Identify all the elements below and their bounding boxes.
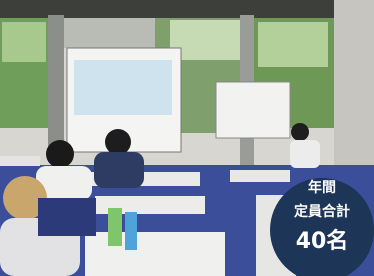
- desk-left: [0, 156, 40, 166]
- student-head: [105, 129, 131, 155]
- desk-front: [85, 232, 225, 276]
- window-right-light: [258, 22, 328, 67]
- badge-line1: 年間: [308, 179, 336, 196]
- laptop: [38, 198, 96, 236]
- student-body: [94, 152, 144, 188]
- desk-right-back: [230, 170, 290, 182]
- student-head: [46, 140, 74, 168]
- wall-top: [64, 18, 156, 48]
- pillar-left: [48, 15, 64, 155]
- student-head: [291, 123, 309, 141]
- student-body: [290, 140, 320, 168]
- classroom-photo: 年間 定員合計 40名: [0, 0, 374, 276]
- window-left-light: [2, 22, 46, 62]
- badge-line2: 定員合計: [294, 203, 350, 220]
- badge-line3: 40名: [296, 228, 349, 254]
- wall-right: [334, 0, 374, 180]
- whiteboard: [216, 82, 290, 138]
- bottle: [125, 212, 137, 250]
- projected-slide: [74, 60, 172, 115]
- cup: [108, 208, 122, 246]
